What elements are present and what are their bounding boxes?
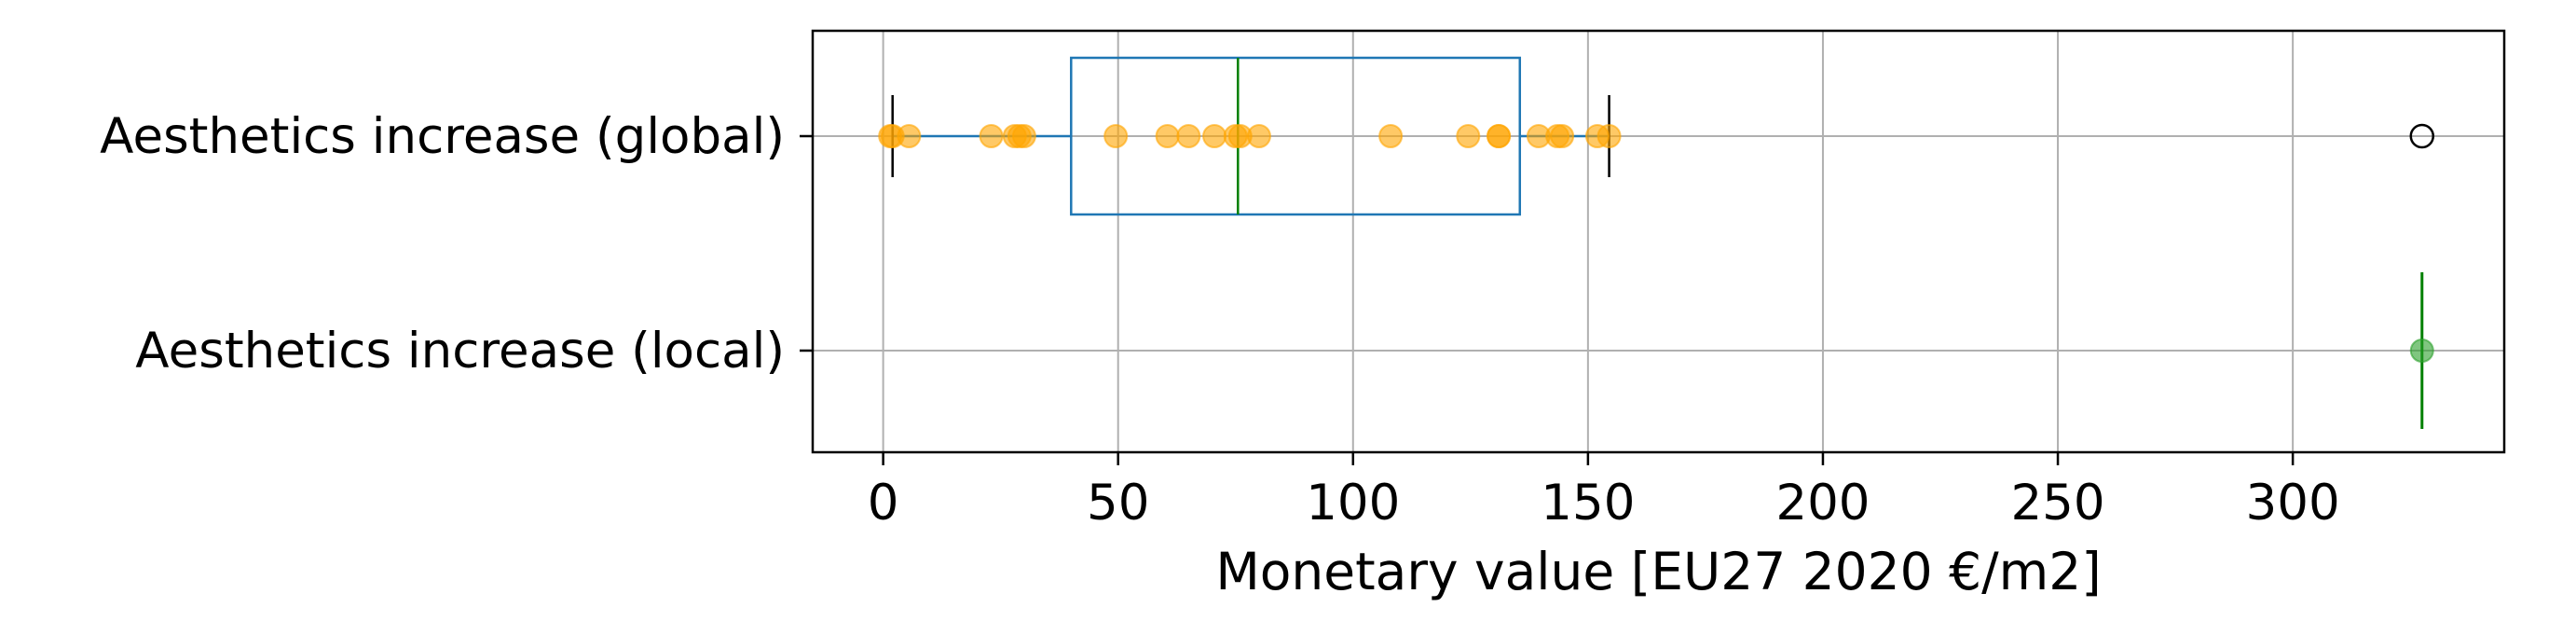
data-point — [1103, 124, 1129, 148]
x-axis-title: Monetary value [EU27 2020 €/m2] — [1215, 542, 2101, 601]
plot-frame — [811, 29, 2506, 454]
x-tick-label: 150 — [1541, 475, 1635, 531]
data-point — [1378, 124, 1404, 148]
data-point — [1456, 124, 1481, 148]
box-iqr — [1070, 56, 1522, 216]
data-point — [2409, 338, 2434, 363]
data-point — [1155, 124, 1180, 148]
data-point — [897, 124, 922, 148]
x-tick-label: 300 — [2246, 475, 2340, 531]
category-label: Aesthetics increase (global) — [100, 108, 785, 165]
x-tick-label: 250 — [2010, 475, 2104, 531]
data-point — [1550, 124, 1575, 148]
data-point — [1011, 124, 1036, 148]
category-label: Aesthetics increase (local) — [135, 323, 785, 380]
grid — [813, 31, 2504, 452]
data-point — [1487, 124, 1512, 148]
x-tick-label: 50 — [1087, 475, 1149, 531]
x-tick-label: 100 — [1306, 475, 1400, 531]
x-tick-label: 0 — [868, 475, 899, 531]
data-points — [878, 124, 2434, 363]
category-axis: Aesthetics increase (global) Aesthetics i… — [100, 108, 813, 380]
boxes — [891, 56, 2435, 429]
data-point — [979, 124, 1004, 148]
data-point — [1596, 124, 1622, 148]
outlier-marker — [2409, 123, 2435, 149]
x-tick-label: 200 — [1775, 475, 1870, 531]
data-point — [1202, 124, 1227, 148]
x-axis-ticks: 0 50 100 150 200 250 300 — [868, 452, 2340, 531]
data-point — [1176, 124, 1201, 148]
data-point — [1246, 124, 1271, 148]
